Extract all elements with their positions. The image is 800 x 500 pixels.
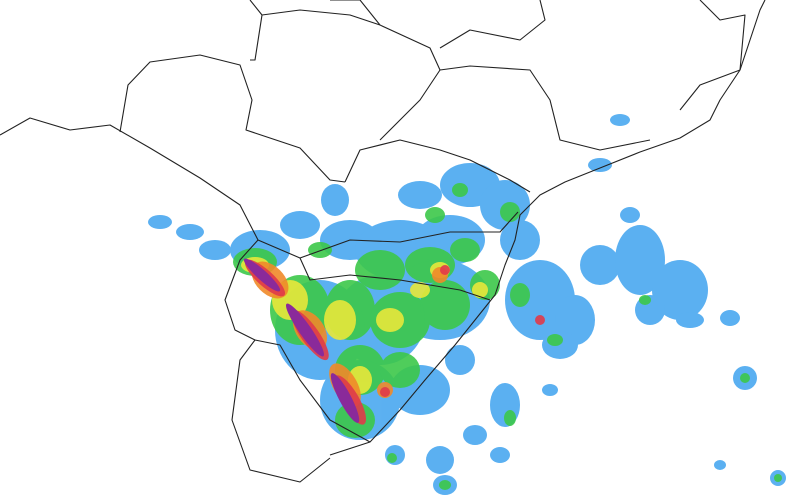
borders bbox=[0, 0, 766, 483]
border bbox=[231, 339, 371, 483]
border bbox=[224, 239, 259, 341]
precipitation bbox=[148, 114, 786, 495]
border bbox=[330, 0, 381, 26]
border bbox=[261, 9, 651, 151]
border bbox=[0, 117, 259, 241]
border bbox=[344, 139, 531, 193]
border bbox=[379, 69, 441, 141]
border bbox=[119, 54, 346, 183]
coastline bbox=[329, 0, 766, 456]
border bbox=[299, 257, 491, 301]
extreme-rain bbox=[243, 258, 360, 423]
border bbox=[249, 0, 263, 61]
border bbox=[439, 0, 546, 49]
border bbox=[679, 0, 746, 111]
